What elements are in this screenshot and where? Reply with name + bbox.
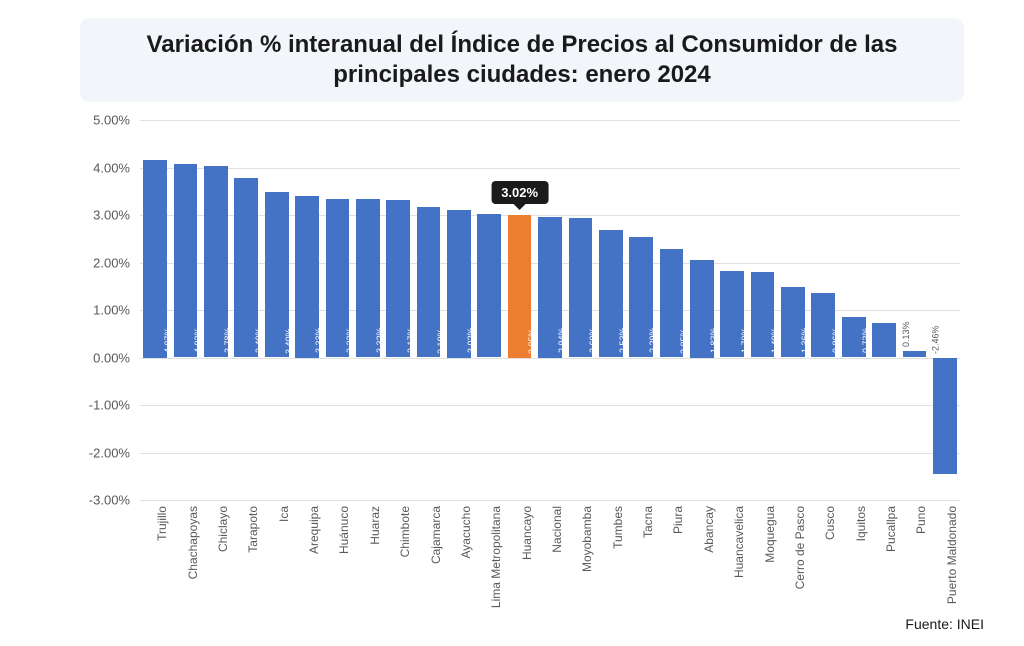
- bar-value-label: 0.73%: [861, 328, 871, 354]
- x-tick-label: Tacna: [641, 506, 655, 538]
- bar-value-label: 4.07%: [163, 328, 173, 354]
- bar-value-label: 2.94%: [558, 328, 568, 354]
- x-tick-label: Pucallpa: [884, 506, 898, 552]
- x-tick-label: Abancay: [702, 506, 716, 553]
- y-tick-label: 3.00%: [93, 208, 140, 223]
- x-tick-label: Iquitos: [854, 506, 868, 541]
- y-tick-label: -2.00%: [89, 445, 140, 460]
- x-tick-label: Nacional: [550, 506, 564, 553]
- x-tick-label: Cajamarca: [429, 506, 443, 564]
- x-tick-label: Chachapoyas: [186, 506, 200, 579]
- x-tick-label: Chiclayo: [216, 506, 230, 552]
- source-label: Fuente: INEI: [905, 616, 984, 632]
- y-tick-label: 2.00%: [93, 255, 140, 270]
- bar-value-label: 3.02%: [466, 328, 476, 354]
- bar-value-label: 2.05%: [679, 328, 689, 354]
- bar: 0.73%: [872, 323, 896, 358]
- x-tick-label: Chimbote: [398, 506, 412, 557]
- bar-value-label: 0.13%: [902, 322, 912, 348]
- bar: 3.02%: [477, 214, 501, 357]
- bar-value-label: 3.10%: [436, 328, 446, 354]
- bar-value-label: 3.33%: [315, 328, 325, 354]
- bar: 0.13%: [903, 351, 927, 357]
- x-tick-label: Huancavelica: [732, 506, 746, 578]
- bar: -2.46%: [933, 358, 957, 475]
- bar-value-label: 1.49%: [770, 328, 780, 354]
- x-tick-label: Piura: [671, 506, 685, 534]
- grid-line: [140, 500, 960, 501]
- y-tick-label: -1.00%: [89, 398, 140, 413]
- bar-value-label: 3.40%: [284, 328, 294, 354]
- x-tick-label: Lima Metropolitana: [489, 506, 503, 608]
- bar-value-label: 3.49%: [254, 328, 264, 354]
- x-tick-label: Moyobamba: [580, 506, 594, 572]
- x-tick-label: Huaraz: [368, 506, 382, 545]
- bar-value-label: 1.36%: [801, 328, 811, 354]
- bar-value-label: 2.53%: [618, 328, 628, 354]
- bar-value-label: -2.46%: [931, 325, 941, 354]
- bar-value-label: 1.83%: [709, 328, 719, 354]
- x-tick-label: Cusco: [823, 506, 837, 540]
- bar-value-label: 1.79%: [740, 328, 750, 354]
- bar-value-label: 2.95%: [527, 328, 537, 354]
- x-tick-label: Moquegua: [763, 506, 777, 563]
- x-tick-label: Arequipa: [307, 506, 321, 554]
- x-tick-label: Huancayo: [520, 506, 534, 560]
- bar-value-label: 3.33%: [345, 328, 355, 354]
- y-tick-label: 5.00%: [93, 113, 140, 128]
- bar-value-label: 3.78%: [224, 328, 234, 354]
- bar-value-label: 2.29%: [649, 328, 659, 354]
- x-tick-label: Ayacucho: [459, 506, 473, 558]
- bar-value-label: 3.17%: [406, 328, 416, 354]
- x-tick-label: Cerro de Pasco: [793, 506, 807, 589]
- x-tick-label: Tarapoto: [246, 506, 260, 553]
- y-tick-label: 1.00%: [93, 303, 140, 318]
- highlight-callout: 3.02%: [491, 181, 548, 204]
- bars-layer: 4.15%4.07%4.03%3.78%3.49%3.40%3.33%3.33%…: [140, 120, 960, 500]
- y-tick-label: -3.00%: [89, 493, 140, 508]
- x-tick-label: Tumbes: [611, 506, 625, 549]
- bar-value-label: 4.15%: [132, 328, 142, 354]
- chart-title: Variación % interanual del Índice de Pre…: [104, 30, 940, 90]
- x-tick-label: Puerto Maldonado: [945, 506, 959, 604]
- bar-value-label: 3.32%: [375, 328, 385, 354]
- bar-value-label: 0.86%: [831, 328, 841, 354]
- bar-value-label: 2.69%: [588, 328, 598, 354]
- bar-value-label: 4.03%: [193, 328, 203, 354]
- x-tick-label: Puno: [914, 506, 928, 534]
- y-tick-label: 4.00%: [93, 160, 140, 175]
- x-tick-label: Trujillo: [155, 506, 169, 541]
- chart-title-panel: Variación % interanual del Índice de Pre…: [80, 18, 964, 102]
- cpi-bar-chart: -3.00%-2.00%-1.00%0.00%1.00%2.00%3.00%4.…: [140, 120, 960, 500]
- x-tick-label: Ica: [277, 506, 291, 522]
- x-tick-label: Huánuco: [337, 506, 351, 554]
- plot-area: -3.00%-2.00%-1.00%0.00%1.00%2.00%3.00%4.…: [140, 120, 960, 500]
